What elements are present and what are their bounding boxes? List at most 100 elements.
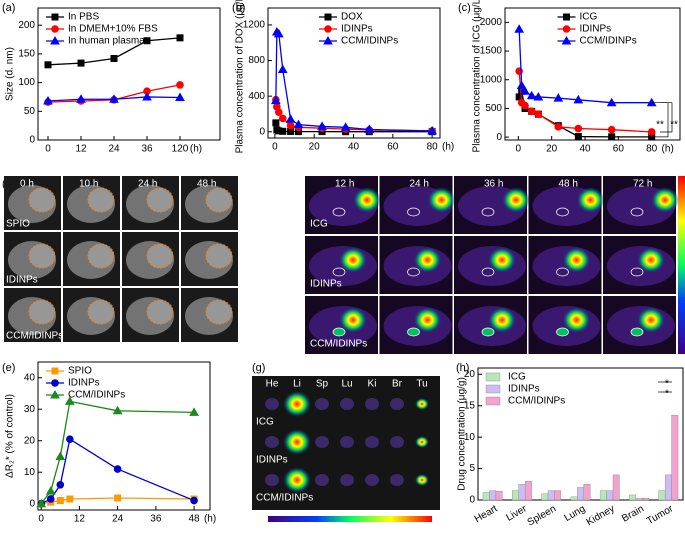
tumor-outline bbox=[28, 299, 56, 325]
annotation: * bbox=[665, 379, 669, 390]
marker bbox=[46, 495, 55, 503]
x-tick-label: 0 bbox=[516, 144, 522, 155]
x-tick-label: 0 bbox=[45, 144, 51, 155]
bar bbox=[671, 414, 679, 501]
x-tick-label: 0 bbox=[272, 142, 278, 153]
bar bbox=[635, 497, 643, 501]
tumor-roi bbox=[332, 267, 346, 277]
organ bbox=[365, 474, 379, 486]
panel-label: (h) bbox=[456, 362, 469, 374]
bar bbox=[541, 493, 549, 501]
x-tick-label: Lung bbox=[563, 503, 588, 524]
tumor-roi bbox=[630, 327, 644, 337]
marker bbox=[278, 114, 287, 123]
organ bbox=[315, 436, 329, 448]
marker bbox=[114, 494, 122, 502]
y-tick-label: 0 bbox=[496, 132, 502, 143]
marker bbox=[190, 496, 198, 505]
marker bbox=[44, 61, 52, 69]
marker bbox=[55, 451, 66, 460]
marker bbox=[189, 407, 199, 416]
legend-label: CCM/IDINPs bbox=[508, 396, 565, 407]
marker bbox=[563, 13, 570, 21]
marker bbox=[176, 34, 184, 42]
organ bbox=[315, 398, 329, 410]
column-label: 24 h bbox=[138, 179, 157, 190]
signal bbox=[339, 307, 367, 333]
bar bbox=[606, 490, 614, 501]
signal bbox=[353, 187, 381, 213]
legend-label: DOX bbox=[341, 12, 363, 23]
y-tick-label: 0 bbox=[469, 495, 475, 506]
bar bbox=[612, 474, 620, 501]
marker bbox=[66, 435, 74, 443]
bar bbox=[658, 490, 666, 501]
tumor-roi bbox=[630, 207, 644, 217]
marker bbox=[323, 35, 333, 45]
x-tick-label: Kidney bbox=[585, 503, 617, 528]
legend-label: SPIO bbox=[68, 366, 92, 377]
marker bbox=[286, 121, 295, 130]
x-unit: (h) bbox=[662, 144, 674, 155]
tumor-outline bbox=[205, 187, 233, 213]
x-tick-label: 80 bbox=[427, 142, 439, 153]
organ bbox=[390, 398, 404, 410]
column-label: 36 h bbox=[484, 179, 503, 190]
marker bbox=[285, 114, 296, 123]
annotation: * bbox=[665, 389, 669, 400]
row-label: ICG bbox=[256, 417, 274, 428]
column-label: Br bbox=[392, 379, 403, 390]
y-tick-label: 15 bbox=[464, 400, 476, 411]
bar bbox=[577, 487, 584, 501]
bar bbox=[512, 490, 519, 501]
y-tick-label: 500 bbox=[485, 103, 502, 114]
y-axis-title: Plasma concentration of ICG (μg/L) bbox=[472, 0, 483, 152]
y-tick-label: 1500 bbox=[480, 46, 503, 57]
plot-frame bbox=[37, 361, 211, 511]
y-tick-label: 200 bbox=[18, 20, 35, 31]
organ bbox=[390, 474, 404, 486]
legend-swatch bbox=[485, 372, 501, 382]
bar bbox=[489, 490, 497, 501]
organ bbox=[283, 391, 311, 417]
column-label: 10 h bbox=[79, 179, 98, 190]
marker bbox=[324, 25, 332, 33]
marker bbox=[77, 59, 85, 67]
organ bbox=[365, 436, 379, 448]
y-tick-label: 5 bbox=[469, 463, 475, 474]
marker bbox=[317, 121, 327, 130]
plot-frame bbox=[37, 7, 221, 141]
marker bbox=[533, 91, 544, 101]
y-tick-label: 10 bbox=[24, 467, 36, 478]
legend-swatch bbox=[485, 396, 501, 406]
x-tick-label: 0 bbox=[38, 514, 44, 525]
marker bbox=[277, 64, 288, 73]
marker bbox=[561, 35, 572, 45]
marker bbox=[279, 127, 287, 135]
marker bbox=[66, 495, 74, 503]
signal bbox=[637, 247, 665, 273]
y-tick-label: 50 bbox=[24, 106, 36, 117]
organ bbox=[340, 474, 354, 486]
legend-label: In DMEM+10% FBS bbox=[68, 24, 158, 35]
marker bbox=[176, 81, 184, 89]
signal bbox=[562, 247, 591, 273]
marker bbox=[56, 497, 64, 505]
marker bbox=[287, 128, 295, 135]
tumor-roi bbox=[332, 207, 346, 217]
bar bbox=[547, 490, 555, 501]
signal bbox=[427, 187, 456, 213]
bar bbox=[664, 474, 672, 501]
y-tick-label: 1200 bbox=[243, 20, 266, 31]
annotation: ** bbox=[670, 120, 678, 131]
marker bbox=[647, 128, 656, 136]
marker bbox=[51, 379, 59, 387]
marker bbox=[45, 486, 56, 495]
bar bbox=[554, 490, 562, 501]
x-tick-label: Heart bbox=[473, 503, 500, 525]
y-tick-label: 2000 bbox=[480, 17, 503, 28]
x-tick-label: 12 bbox=[75, 144, 87, 155]
plot-frame bbox=[504, 7, 681, 141]
marker bbox=[109, 94, 119, 103]
y-tick-label: 150 bbox=[18, 49, 35, 60]
